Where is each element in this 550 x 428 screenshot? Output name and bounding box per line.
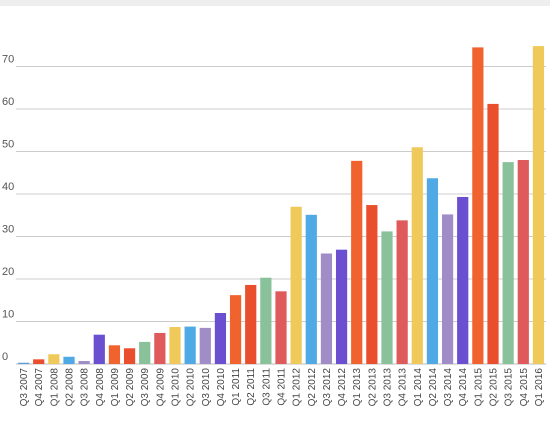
x-tick-label: Q3 2007 bbox=[19, 368, 30, 407]
x-tick-label: Q4 2008 bbox=[95, 368, 106, 407]
bar-q1-2008 bbox=[48, 354, 60, 364]
bar-q4-2007 bbox=[33, 359, 45, 364]
x-tick-label: Q2 2015 bbox=[489, 368, 500, 407]
bar-q1-2009 bbox=[108, 345, 121, 364]
y-axis-labels: 0 10 20 30 40 50 60 70 bbox=[2, 54, 14, 364]
x-tick-label: Q1 2012 bbox=[292, 368, 303, 407]
x-tick-label: Q2 2012 bbox=[307, 368, 318, 407]
y-tick-label: 60 bbox=[2, 96, 14, 108]
bar-q1-2015 bbox=[472, 47, 484, 365]
bar-q2-2008 bbox=[63, 356, 75, 364]
bar-q4-2009 bbox=[154, 332, 166, 364]
bar-q3-2012 bbox=[320, 253, 333, 364]
y-tick-label: 40 bbox=[2, 181, 14, 193]
y-tick-label: 50 bbox=[2, 139, 14, 151]
x-tick-label: Q4 2015 bbox=[519, 368, 530, 407]
y-tick-label: 0 bbox=[2, 351, 8, 363]
bar-q2-2009 bbox=[123, 348, 136, 364]
bar-q3-2007 bbox=[17, 362, 30, 364]
x-tick-label: Q1 2014 bbox=[413, 368, 424, 407]
x-tick-label: Q2 2013 bbox=[367, 368, 378, 407]
bar-q2-2013 bbox=[366, 205, 378, 364]
x-tick-label: Q3 2013 bbox=[383, 368, 394, 407]
bar-q4-2011 bbox=[275, 291, 287, 364]
x-tick-label: Q1 2016 bbox=[534, 368, 545, 407]
x-tick-label: Q3 2009 bbox=[140, 368, 151, 407]
x-tick-label: Q1 2010 bbox=[171, 368, 182, 407]
x-tick-label: Q2 2009 bbox=[125, 368, 136, 407]
bar-q3-2009 bbox=[139, 341, 151, 364]
x-tick-label: Q2 2014 bbox=[428, 368, 439, 407]
x-tick-label: Q2 2011 bbox=[246, 368, 257, 406]
x-tick-label: Q2 2008 bbox=[65, 368, 76, 407]
bar-q1-2016 bbox=[532, 46, 545, 364]
x-tick-label: Q1 2015 bbox=[473, 368, 484, 407]
bar-q1-2014 bbox=[411, 147, 423, 364]
y-tick-label: 30 bbox=[2, 224, 14, 236]
bar-q2-2012 bbox=[305, 214, 317, 364]
bar-q2-2011 bbox=[245, 284, 257, 364]
x-tick-label: Q4 2007 bbox=[34, 368, 45, 407]
x-tick-label: Q4 2012 bbox=[337, 368, 348, 407]
x-tick-label: Q4 2013 bbox=[398, 368, 409, 407]
x-tick-label: Q1 2009 bbox=[110, 368, 121, 407]
bar-q3-2010 bbox=[199, 327, 211, 365]
x-tick-label: Q3 2014 bbox=[443, 368, 454, 407]
x-tick-label: Q3 2008 bbox=[80, 368, 91, 407]
y-tick-label: 10 bbox=[2, 309, 14, 321]
bar-q1-2012 bbox=[290, 206, 302, 364]
x-tick-label: Q1 2013 bbox=[352, 368, 363, 407]
bar-q4-2008 bbox=[93, 334, 105, 364]
bar-q2-2015 bbox=[487, 103, 499, 365]
x-tick-label: Q4 2011 bbox=[277, 368, 288, 406]
bar-q1-2011 bbox=[229, 295, 242, 364]
x-tick-label: Q3 2015 bbox=[504, 368, 515, 407]
bar-q4-2014 bbox=[457, 196, 469, 364]
x-tick-label: Q4 2009 bbox=[155, 368, 166, 407]
y-tick-label: 70 bbox=[2, 54, 14, 66]
bars bbox=[17, 46, 545, 365]
bar-q4-2015 bbox=[517, 160, 529, 364]
bar-q3-2008 bbox=[78, 361, 90, 364]
bar-q3-2013 bbox=[381, 231, 393, 364]
x-tick-label: Q3 2012 bbox=[322, 368, 333, 407]
x-tick-label: Q2 2010 bbox=[186, 368, 197, 407]
bar-q3-2015 bbox=[502, 162, 514, 365]
y-tick-label: 20 bbox=[2, 266, 14, 278]
x-tick-label: Q1 2008 bbox=[49, 368, 60, 407]
bar-q2-2014 bbox=[426, 178, 439, 364]
x-tick-label: Q4 2014 bbox=[458, 368, 469, 407]
bar-q2-2010 bbox=[184, 326, 196, 364]
x-tick-label: Q3 2011 bbox=[261, 368, 272, 406]
bar-q3-2014 bbox=[441, 214, 454, 364]
x-tick-label: Q4 2010 bbox=[216, 368, 227, 407]
bar-q3-2011 bbox=[260, 277, 272, 364]
bar-q4-2013 bbox=[396, 220, 408, 364]
bar-q1-2013 bbox=[351, 160, 363, 364]
bar-q1-2010 bbox=[169, 327, 181, 364]
bar-q4-2012 bbox=[335, 249, 348, 364]
x-tick-label: Q1 2011 bbox=[231, 368, 242, 406]
top-band bbox=[0, 0, 550, 6]
x-axis-labels: Q3 2007 Q4 2007 Q1 2008 Q2 2008 Q3 2008 Q4 20… bbox=[19, 368, 545, 407]
bar-q4-2010 bbox=[214, 313, 227, 364]
x-tick-label: Q3 2010 bbox=[201, 368, 212, 407]
